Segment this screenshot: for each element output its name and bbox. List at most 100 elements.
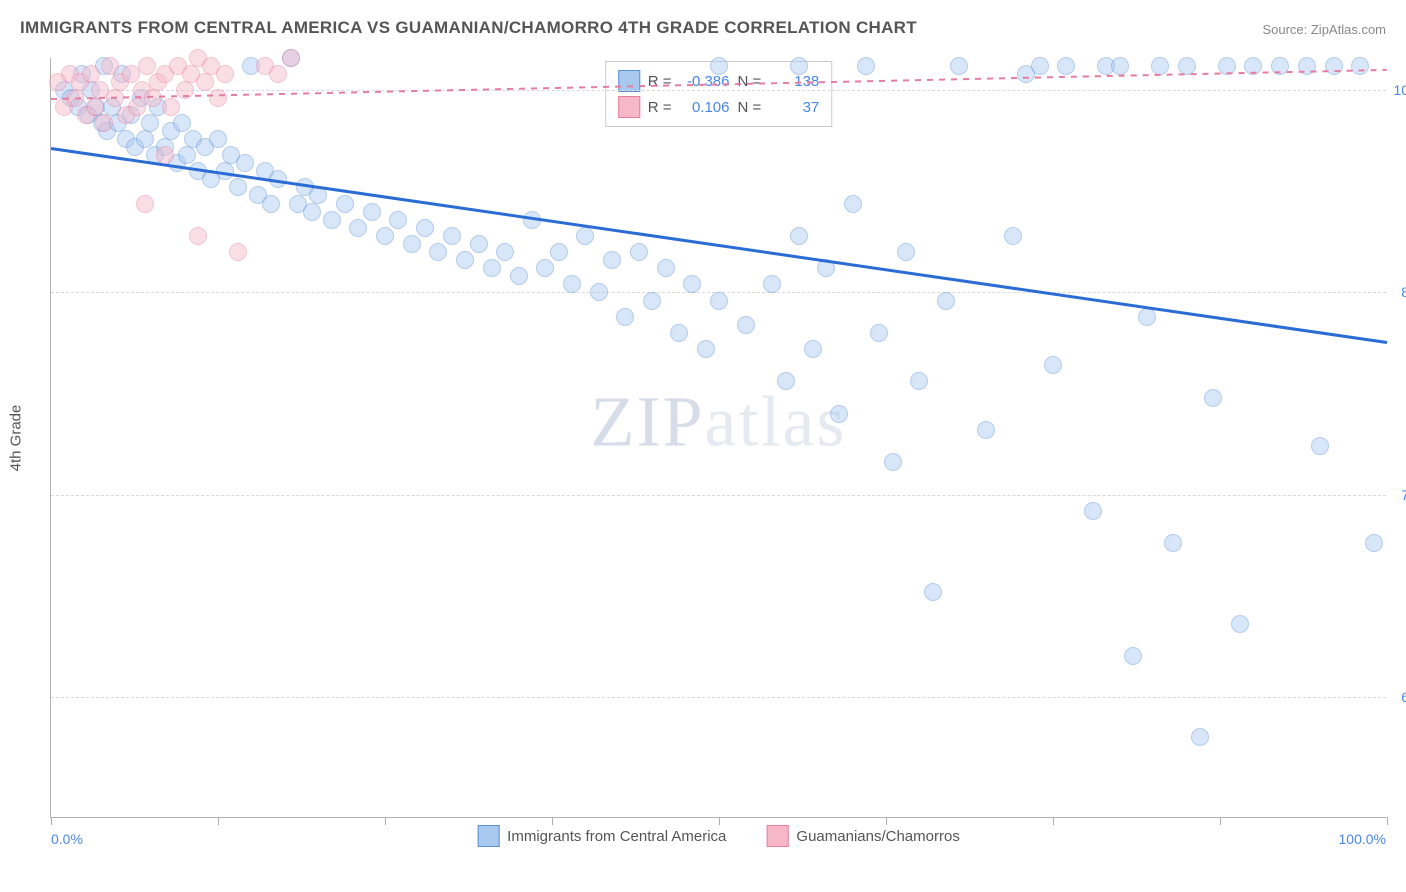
data-point (603, 251, 621, 269)
data-point (683, 275, 701, 293)
data-point (643, 292, 661, 310)
n-label: N = (738, 73, 762, 90)
data-point (443, 227, 461, 245)
y-tick-label: 87.5% (1401, 284, 1406, 300)
data-point (216, 65, 234, 83)
data-point (937, 292, 955, 310)
data-point (229, 178, 247, 196)
data-point (777, 372, 795, 390)
data-point (229, 243, 247, 261)
data-point (416, 219, 434, 237)
data-point (1231, 615, 1249, 633)
r-value-1: -0.386 (680, 73, 730, 90)
data-point (910, 372, 928, 390)
data-point (178, 146, 196, 164)
watermark: ZIPatlas (591, 381, 847, 464)
data-point (1325, 57, 1343, 75)
data-point (1111, 57, 1129, 75)
data-point (710, 57, 728, 75)
plot-area: 4th Grade ZIPatlas R = -0.386 N = 138 R … (50, 58, 1386, 818)
source-label: Source: ZipAtlas.com (1262, 22, 1386, 37)
data-point (790, 227, 808, 245)
data-point (1138, 308, 1156, 326)
y-tick-label: 75.0% (1401, 487, 1406, 503)
n-value-2: 37 (769, 99, 819, 116)
data-point (376, 227, 394, 245)
x-axis-max-label: 100.0% (1339, 831, 1386, 847)
data-point (1365, 534, 1383, 552)
data-point (510, 267, 528, 285)
data-point (1031, 57, 1049, 75)
data-point (670, 324, 688, 342)
data-point (95, 114, 113, 132)
data-point (363, 203, 381, 221)
legend-label-1: Immigrants from Central America (507, 828, 726, 845)
data-point (349, 219, 367, 237)
gridline (51, 495, 1386, 496)
data-point (1044, 356, 1062, 374)
y-tick-label: 62.5% (1401, 689, 1406, 705)
data-point (336, 195, 354, 213)
data-point (101, 57, 119, 75)
data-point (737, 316, 755, 334)
data-point (82, 65, 100, 83)
data-point (141, 114, 159, 132)
data-point (804, 340, 822, 358)
r-label: R = (648, 73, 672, 90)
x-axis-min-label: 0.0% (51, 831, 83, 847)
data-point (950, 57, 968, 75)
data-point (189, 227, 207, 245)
x-tick (1220, 817, 1221, 825)
data-point (209, 89, 227, 107)
data-point (550, 243, 568, 261)
legend-swatch-blue (618, 70, 640, 92)
data-point (1311, 437, 1329, 455)
gridline (51, 90, 1386, 91)
x-tick (1053, 817, 1054, 825)
data-point (536, 259, 554, 277)
data-point (429, 243, 447, 261)
r-label: R = (648, 99, 672, 116)
data-point (1004, 227, 1022, 245)
data-point (844, 195, 862, 213)
trend-line (51, 147, 1387, 344)
data-point (563, 275, 581, 293)
data-point (496, 243, 514, 261)
legend-row-series2: R = 0.106 N = 37 (618, 94, 820, 120)
x-tick (51, 817, 52, 825)
data-point (282, 49, 300, 67)
legend-swatch-pink (766, 825, 788, 847)
data-point (763, 275, 781, 293)
x-tick (1387, 817, 1388, 825)
data-point (1204, 389, 1222, 407)
data-point (456, 251, 474, 269)
data-point (1057, 57, 1075, 75)
data-point (162, 98, 180, 116)
legend-swatch-pink (618, 96, 640, 118)
data-point (1351, 57, 1369, 75)
data-point (897, 243, 915, 261)
data-point (483, 259, 501, 277)
data-point (630, 243, 648, 261)
x-tick (385, 817, 386, 825)
n-label: N = (738, 99, 762, 116)
data-point (857, 57, 875, 75)
legend-item-2: Guamanians/Chamorros (766, 825, 959, 847)
data-point (138, 57, 156, 75)
data-point (576, 227, 594, 245)
data-point (1191, 728, 1209, 746)
data-point (870, 324, 888, 342)
data-point (323, 211, 341, 229)
series-legend: Immigrants from Central America Guamania… (477, 825, 960, 847)
x-tick (886, 817, 887, 825)
chart-title: IMMIGRANTS FROM CENTRAL AMERICA VS GUAMA… (20, 18, 917, 38)
data-point (710, 292, 728, 310)
data-point (269, 65, 287, 83)
data-point (1124, 647, 1142, 665)
data-point (884, 453, 902, 471)
x-tick (719, 817, 720, 825)
data-point (86, 98, 104, 116)
legend-label-2: Guamanians/Chamorros (796, 828, 959, 845)
legend-swatch-blue (477, 825, 499, 847)
data-point (1164, 534, 1182, 552)
